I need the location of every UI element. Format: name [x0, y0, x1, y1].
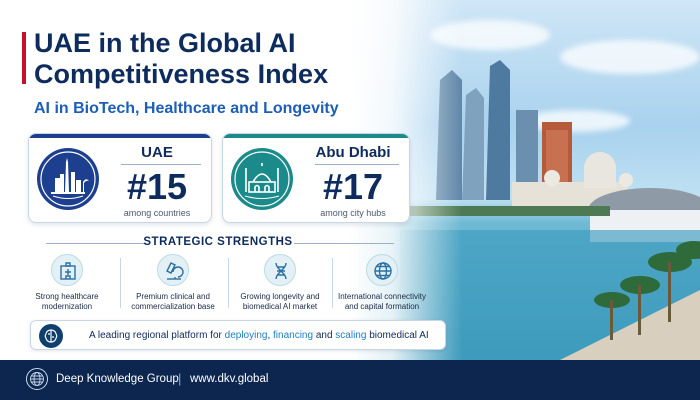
strengths-title: STRATEGIC STRENGTHS — [143, 236, 293, 248]
platform-banner: A leading regional platform for deployin… — [30, 320, 446, 350]
page-subtitle: AI in BioTech, Healthcare and Longevity — [34, 100, 339, 117]
page-title: UAE in the Global AI Competitiveness Ind… — [34, 28, 329, 89]
hospital-icon — [51, 254, 83, 286]
dubai-skyline-icon — [37, 148, 99, 210]
ranking-note: among city hubs — [320, 208, 386, 218]
organization-name: Deep Knowledge Group — [56, 373, 179, 385]
ranking-value: #15 — [126, 166, 188, 207]
globe-network-icon — [26, 368, 48, 390]
ranking-name: Abu Dhabi — [315, 144, 391, 161]
brain-icon — [39, 324, 63, 348]
strength-label: International connectivity and capital fo… — [337, 292, 427, 311]
strength-item: International connectivity and capital fo… — [332, 254, 432, 312]
strength-item: Growing longevity and biomedical AI marke… — [230, 254, 330, 312]
strengths-header: STRATEGIC STRENGTHS — [18, 236, 418, 250]
globe-icon — [366, 254, 398, 286]
website-link[interactable]: www.dkv.global — [190, 373, 269, 385]
ranking-name: UAE — [141, 144, 173, 161]
strength-label: Strong healthcare modernization — [35, 292, 99, 311]
divider — [315, 164, 399, 165]
microscope-icon — [157, 254, 189, 286]
strength-label: Growing longevity and biomedical AI marke… — [240, 292, 320, 311]
title-accent-bar — [22, 32, 26, 84]
platform-statement: A leading regional platform for deployin… — [89, 330, 429, 341]
footer: Deep Knowledge Group | www.dkv.global — [0, 360, 700, 400]
grand-mosque-icon — [231, 148, 293, 210]
dna-icon — [264, 254, 296, 286]
strength-item: Strong healthcare modernization — [17, 254, 117, 312]
ranking-value: #17 — [322, 166, 384, 207]
footer-separator: | — [178, 371, 182, 386]
strength-label: Premium clinical and commercialization ba… — [131, 292, 215, 311]
divider — [121, 164, 201, 165]
ranking-note: among countries — [123, 208, 191, 218]
ranking-card-abu-dhabi: Abu Dhabi #17 among city hubs — [222, 133, 410, 223]
ranking-card-uae: UAE #15 among countries — [28, 133, 212, 223]
strength-item: Premium clinical and commercialization ba… — [123, 254, 223, 312]
